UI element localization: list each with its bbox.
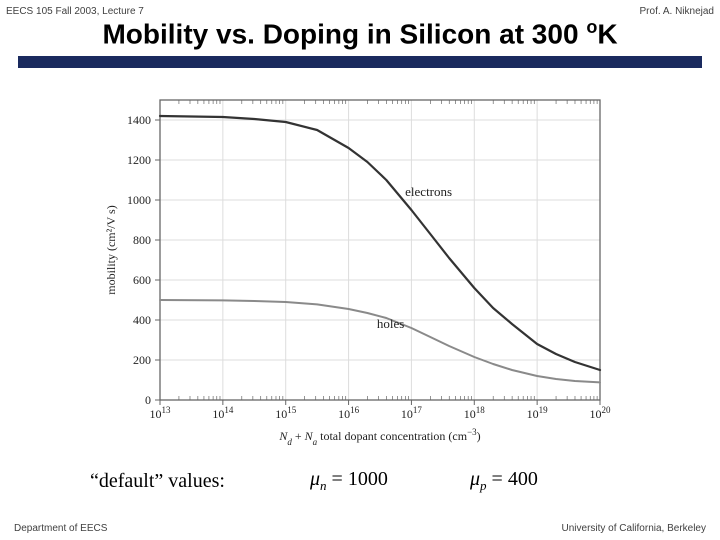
defaults-label: “default” values: xyxy=(90,470,225,493)
svg-text:1015: 1015 xyxy=(275,405,297,421)
svg-text:400: 400 xyxy=(133,313,151,327)
mobility-chart: 0 200 400 600 800 1000 1200 1400 1013 1014 1015 101… xyxy=(90,80,630,450)
page-title: Mobility vs. Doping in Silicon at 300 oK xyxy=(0,18,720,50)
mu-n-sym: μ xyxy=(310,468,320,490)
mu-p-formula: μp = 400 xyxy=(470,468,538,494)
title-rule xyxy=(18,56,702,68)
footer-right: University of California, Berkeley xyxy=(562,523,707,534)
svg-text:1019: 1019 xyxy=(527,405,549,421)
title-post: K xyxy=(597,18,617,49)
svg-text:800: 800 xyxy=(133,233,151,247)
svg-text:200: 200 xyxy=(133,353,151,367)
header-right: Prof. A. Niknejad xyxy=(640,6,714,17)
chart-svg: 0 200 400 600 800 1000 1200 1400 1013 1014 1015 101… xyxy=(90,80,630,450)
svg-text:1017: 1017 xyxy=(401,405,423,421)
mu-p-eq: = 400 xyxy=(487,468,538,490)
svg-text:holes: holes xyxy=(377,316,404,331)
svg-text:1000: 1000 xyxy=(127,193,151,207)
mu-n-formula: μn = 1000 xyxy=(310,468,388,494)
svg-text:600: 600 xyxy=(133,273,151,287)
mu-p-sym: μ xyxy=(470,468,480,490)
svg-text:1200: 1200 xyxy=(127,153,151,167)
svg-text:mobility (cm²/V s): mobility (cm²/V s) xyxy=(104,205,118,294)
svg-text:1018: 1018 xyxy=(464,405,486,421)
svg-text:1020: 1020 xyxy=(590,405,612,421)
title-pre: Mobility vs. Doping in Silicon at 300 xyxy=(102,18,586,49)
svg-text:1013: 1013 xyxy=(150,405,172,421)
svg-text:Nd + Na total dopant concentra: Nd + Na total dopant concentration (cm−3… xyxy=(278,427,480,447)
title-sup: o xyxy=(586,17,597,37)
svg-text:electrons: electrons xyxy=(405,184,452,199)
svg-text:0: 0 xyxy=(145,393,151,407)
footer-left: Department of EECS xyxy=(14,523,107,534)
svg-text:1016: 1016 xyxy=(338,405,360,421)
mu-n-eq: = 1000 xyxy=(327,468,388,490)
svg-text:1014: 1014 xyxy=(212,405,234,421)
svg-text:1400: 1400 xyxy=(127,113,151,127)
header-left: EECS 105 Fall 2003, Lecture 7 xyxy=(6,6,144,17)
